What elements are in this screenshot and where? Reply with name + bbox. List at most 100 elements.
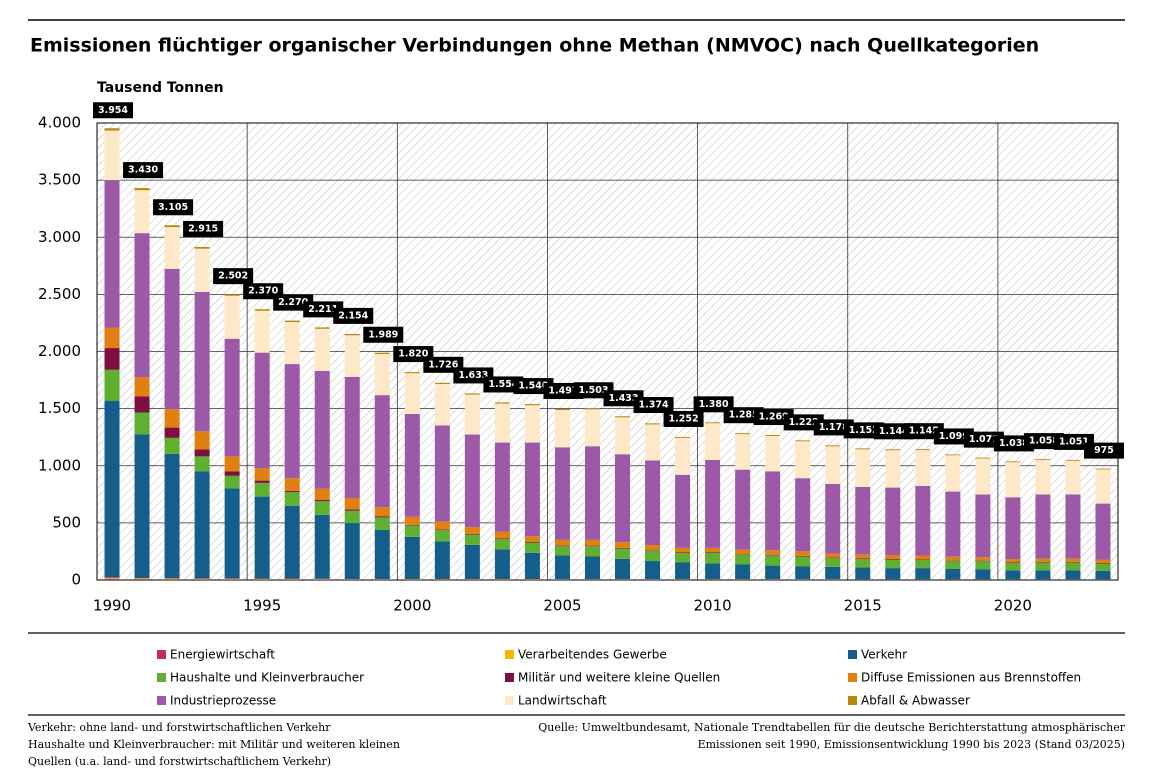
bar-segment <box>495 539 510 540</box>
bar-segment <box>615 548 630 558</box>
bar-segment <box>195 579 210 580</box>
bar-segment <box>135 188 150 190</box>
bar-segment <box>225 476 240 489</box>
bar-segment <box>735 470 750 550</box>
bar-segment <box>315 515 330 579</box>
bar-segment <box>255 311 270 353</box>
bar-segment <box>885 568 900 579</box>
bar-segment <box>945 455 960 491</box>
bar-segment <box>405 525 420 526</box>
y-tick-label: 1.000 <box>38 456 81 474</box>
bar-segment <box>225 471 240 476</box>
bar-segment <box>165 269 180 410</box>
y-axis-label: Tausend Tonnen <box>97 80 224 96</box>
bar-segment <box>375 395 390 507</box>
y-tick-label: 1.500 <box>38 399 81 417</box>
bar-segment <box>255 579 270 580</box>
bar-segment <box>345 335 360 377</box>
total-label: 975 <box>1094 445 1114 456</box>
y-tick-label: 500 <box>52 513 81 531</box>
bar-segment <box>915 560 930 568</box>
legend-label: Verarbeitendes Gewerbe <box>518 648 667 662</box>
bar-segment <box>1035 558 1050 561</box>
total-label: 1.252 <box>669 413 699 424</box>
bar-segment <box>885 559 900 560</box>
bar-segment <box>255 497 270 579</box>
bar-segment <box>675 437 690 438</box>
bar-segment <box>105 401 120 578</box>
bar-segment <box>975 557 990 560</box>
bar-segment <box>1095 469 1110 470</box>
total-label: 2.915 <box>188 223 218 234</box>
bar-segment <box>1005 559 1020 562</box>
bar-segment <box>165 225 180 227</box>
bar-segment <box>135 579 150 580</box>
bar-segment <box>885 450 900 487</box>
total-label: 1.989 <box>368 329 398 340</box>
bar-segment <box>675 475 690 548</box>
bar-segment <box>435 383 450 384</box>
bar-segment <box>315 579 330 580</box>
bar-segment <box>105 128 120 130</box>
bar-segment <box>705 563 720 579</box>
legend-label: Militär und weitere kleine Quellen <box>518 671 720 685</box>
bar-segment <box>885 560 900 569</box>
y-tick-label: 0 <box>71 571 81 589</box>
bar-segment <box>225 339 240 457</box>
bar-segment <box>825 554 840 558</box>
bar-segment <box>945 492 960 557</box>
legend-swatch <box>157 696 166 705</box>
bar-segment <box>375 530 390 579</box>
bar-segment <box>255 309 270 310</box>
bar-segment <box>405 525 420 536</box>
y-tick-label: 3.000 <box>38 228 81 246</box>
bar-segment <box>105 579 120 580</box>
bar-segment <box>915 556 930 560</box>
bar-segment <box>1035 570 1050 579</box>
bar-segment <box>975 569 990 579</box>
bar-segment <box>1095 564 1110 571</box>
bar-segment <box>135 190 150 233</box>
bar-segment <box>195 579 210 580</box>
bar-segment <box>255 483 270 497</box>
bar-segment <box>225 296 240 339</box>
bar-segment <box>795 551 810 556</box>
bar-segment <box>465 545 480 579</box>
bar-segment <box>435 521 450 529</box>
bar-segment <box>615 416 630 417</box>
bar-segment <box>255 481 270 483</box>
bar-segment <box>1065 570 1080 579</box>
bar-segment <box>285 492 300 506</box>
bar-segment <box>135 413 150 435</box>
bar-segment <box>465 527 480 534</box>
bar-segment <box>345 334 360 335</box>
bar-segment <box>315 501 330 515</box>
footnote: Haushalte und Kleinverbraucher: mit Mili… <box>28 738 400 751</box>
bar-segment <box>1005 562 1020 563</box>
bar-segment <box>765 555 780 565</box>
bar-segment <box>375 353 390 354</box>
bar-segment <box>165 409 180 427</box>
bar-segment <box>165 438 180 454</box>
bar-segment <box>195 456 210 471</box>
bar-segment <box>495 402 510 403</box>
bar-segment <box>615 548 630 549</box>
bar-segment <box>735 564 750 579</box>
bar-segment <box>1005 497 1020 559</box>
bar-segment <box>465 535 480 545</box>
bar-segment <box>855 558 870 559</box>
x-tick-label: 2015 <box>844 597 882 615</box>
bar-segment <box>765 435 780 436</box>
legend-swatch <box>505 673 514 682</box>
bar-segment <box>945 569 960 580</box>
bar-segment <box>945 454 960 455</box>
bar-segment <box>405 372 420 373</box>
bar-segment <box>285 364 300 478</box>
bar-segment <box>135 233 150 377</box>
bar-segment <box>585 446 600 540</box>
bar-segment <box>855 568 870 580</box>
bar-segment <box>1005 461 1020 462</box>
bar-segment <box>675 438 690 475</box>
bar-segment <box>105 578 120 579</box>
bar-segment <box>855 554 870 558</box>
